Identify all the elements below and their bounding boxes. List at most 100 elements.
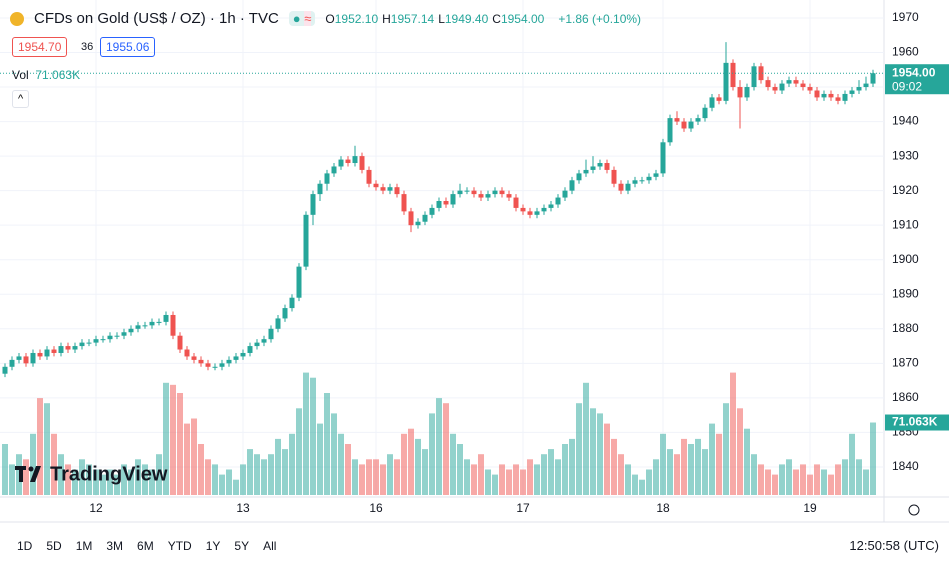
candle-body <box>86 342 92 344</box>
candle-body <box>51 349 57 353</box>
volume-bar <box>730 372 736 495</box>
volume-bar <box>436 398 442 495</box>
range-button[interactable]: 3M <box>106 539 124 553</box>
candle-body <box>191 356 197 360</box>
candle-body <box>695 118 701 122</box>
volume-bar <box>324 393 330 495</box>
volume-bar <box>849 433 855 495</box>
y-tick-label: 1920 <box>892 183 919 197</box>
volume-bar <box>422 449 428 495</box>
candle-body <box>492 190 498 195</box>
candle-body <box>828 93 834 98</box>
y-tick-label: 1880 <box>892 321 919 335</box>
y-tick-label: 1860 <box>892 390 919 404</box>
volume-bar <box>352 459 358 495</box>
candle-body <box>331 166 337 174</box>
sell-price[interactable]: 1954.70 <box>12 37 68 57</box>
volume-bar <box>450 433 456 495</box>
range-button[interactable]: 1M <box>75 539 93 553</box>
candle-body <box>443 201 449 205</box>
range-button[interactable]: All <box>263 539 277 553</box>
range-button[interactable]: 5Y <box>234 539 250 553</box>
candle-body <box>212 366 218 368</box>
volume-bar <box>520 469 526 495</box>
candle-body <box>625 183 631 191</box>
volume-bar <box>688 444 694 495</box>
buy-price[interactable]: 1955.06 <box>100 37 156 57</box>
volume-bar <box>429 413 435 495</box>
logo-icon <box>28 466 34 472</box>
ohlc-value: 1949.40 <box>444 11 489 26</box>
volume-bar <box>170 384 176 495</box>
volume-bar <box>786 459 792 495</box>
candle-body <box>793 80 799 84</box>
ohlc: O1952.10 H1957.14 L1949.40 C1954.00 <box>325 12 548 26</box>
logo-icon <box>19 466 23 482</box>
candle-body <box>436 201 442 208</box>
volume-bar <box>674 454 680 495</box>
x-tick-label: 16 <box>369 501 383 515</box>
candle-body <box>548 204 554 208</box>
candle-body <box>541 207 547 212</box>
candle-body <box>16 356 22 360</box>
volume-bar <box>373 459 379 495</box>
candle-body <box>156 321 162 323</box>
volume-bar <box>142 464 148 495</box>
y-tick-label: 1940 <box>892 114 919 128</box>
range-button[interactable]: 6M <box>137 539 154 553</box>
settings-icon[interactable] <box>908 504 920 516</box>
volume-bar <box>212 464 218 495</box>
volume-bar <box>772 474 778 495</box>
candle-body <box>240 352 246 357</box>
candle-body <box>44 349 50 357</box>
candle-body <box>317 183 323 195</box>
collapse-button[interactable]: ^ <box>12 90 30 108</box>
header: CFDs on Gold (US$ / OZ) · 1h · TVC ● ≈ O… <box>10 10 641 27</box>
volume-bar <box>415 438 421 495</box>
volume-bar <box>513 464 519 495</box>
volume-bar <box>618 454 624 495</box>
volume-bar <box>653 459 659 495</box>
range-button[interactable]: YTD <box>167 539 192 553</box>
candle-body <box>415 221 421 226</box>
ohlc-key: H <box>382 11 391 26</box>
range-button[interactable]: 1D <box>17 539 33 553</box>
range-button[interactable]: 1Y <box>205 539 221 553</box>
volume-bar <box>233 479 239 495</box>
volume-bar <box>702 449 708 495</box>
candle-body <box>702 107 708 119</box>
volume-bar <box>870 422 876 495</box>
y-tick-label: 1910 <box>892 217 919 231</box>
range-button[interactable]: 5D <box>46 539 62 553</box>
volume-bar <box>30 433 36 495</box>
candle-body <box>765 80 771 88</box>
volume-bar <box>23 459 29 495</box>
x-tick-label: 17 <box>516 501 530 515</box>
candle-body <box>807 87 813 91</box>
volume-bar <box>751 454 757 495</box>
ohlc-value: 1952.10 <box>334 11 379 26</box>
volume-bar <box>821 469 827 495</box>
candle-body <box>863 83 869 88</box>
candle-body <box>471 190 477 195</box>
status-badge[interactable]: ● ≈ <box>288 11 316 26</box>
volume-bar <box>72 469 78 495</box>
candle-body <box>506 194 512 198</box>
candle-body <box>79 342 85 347</box>
volume-bar <box>310 377 316 495</box>
candle-body <box>786 80 792 84</box>
volume-bar <box>828 474 834 495</box>
candle-body <box>534 211 540 215</box>
volume-bar <box>639 479 645 495</box>
y-tick-label: 1870 <box>892 356 919 370</box>
volume-bar <box>37 398 43 495</box>
volume-bar <box>744 428 750 495</box>
volume-bar <box>247 449 253 495</box>
candle-body <box>716 97 722 101</box>
candle-body <box>30 352 36 364</box>
volume-bar <box>240 464 246 495</box>
y-tick-label: 1970 <box>892 10 919 24</box>
candle-body <box>744 87 750 98</box>
volume-bar <box>65 464 71 495</box>
volume-bar <box>737 408 743 495</box>
